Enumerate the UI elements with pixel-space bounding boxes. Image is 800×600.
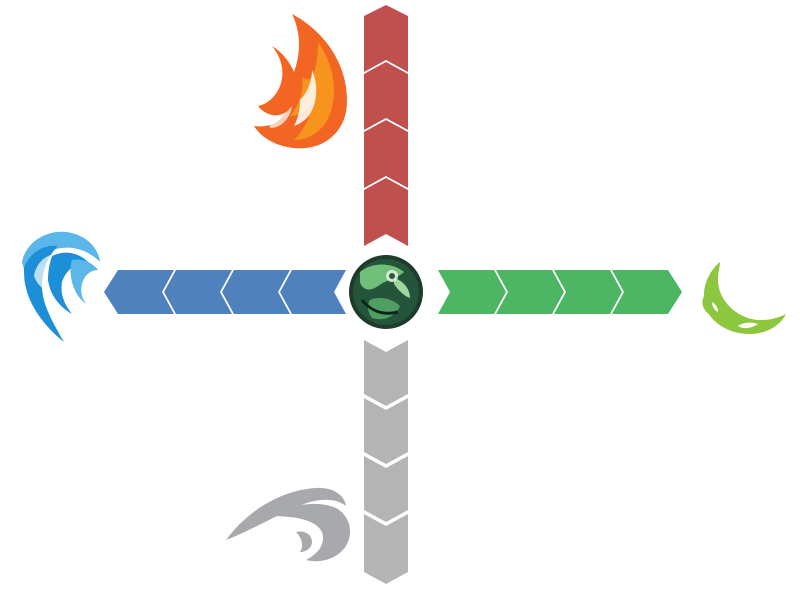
water-icon xyxy=(22,231,100,342)
arm-down-segment xyxy=(364,514,408,584)
arm-up-segment xyxy=(364,120,408,188)
arm-up xyxy=(364,5,408,246)
arm-right xyxy=(438,270,682,314)
arm-right-segment xyxy=(496,270,564,314)
arm-left-segment xyxy=(104,270,174,314)
arm-left xyxy=(104,270,346,314)
arm-left-segment xyxy=(222,270,290,314)
arm-right-segment xyxy=(438,270,506,314)
arm-up-segment xyxy=(364,62,408,130)
arm-down xyxy=(364,340,408,584)
earth-icon xyxy=(702,262,786,334)
arm-left-segment xyxy=(280,270,346,314)
arm-down-segment xyxy=(364,398,408,464)
air-icon xyxy=(226,487,351,562)
arm-up-segment xyxy=(364,178,408,246)
arm-right-segment xyxy=(554,270,622,314)
arm-left-segment xyxy=(164,270,232,314)
arm-down-segment xyxy=(364,340,408,406)
fire-icon xyxy=(254,14,347,149)
arm-right-segment xyxy=(612,270,682,314)
arm-up-segment xyxy=(364,5,408,72)
earth-orb-icon xyxy=(349,255,423,329)
arm-down-segment xyxy=(364,456,408,522)
